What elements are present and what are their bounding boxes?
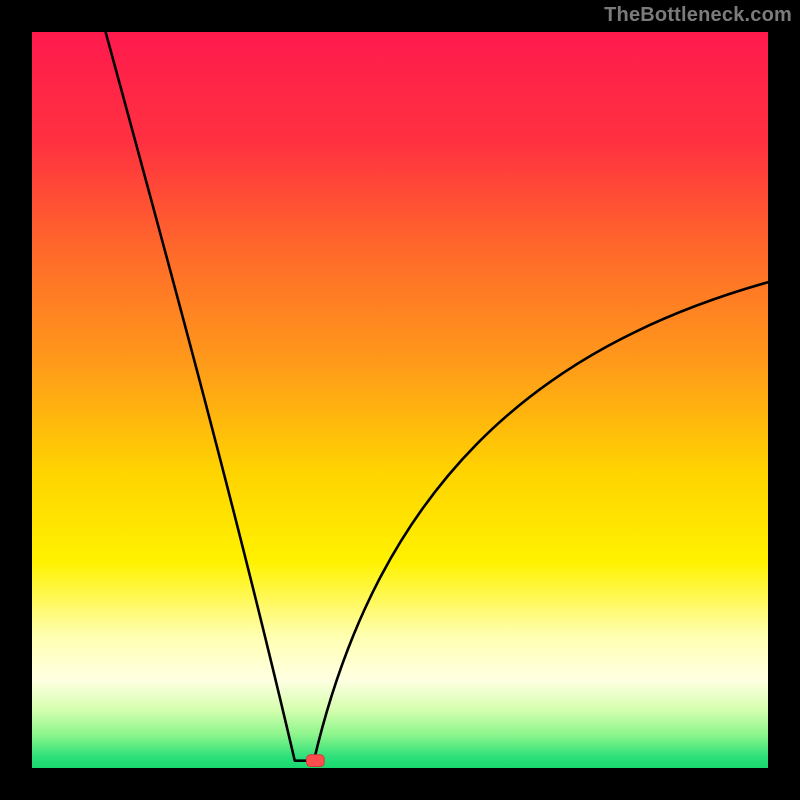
bottleneck-curve-chart <box>0 0 800 800</box>
gradient-plot-background <box>32 32 768 768</box>
chart-container: TheBottleneck.com <box>0 0 800 800</box>
optimum-marker <box>307 755 325 767</box>
